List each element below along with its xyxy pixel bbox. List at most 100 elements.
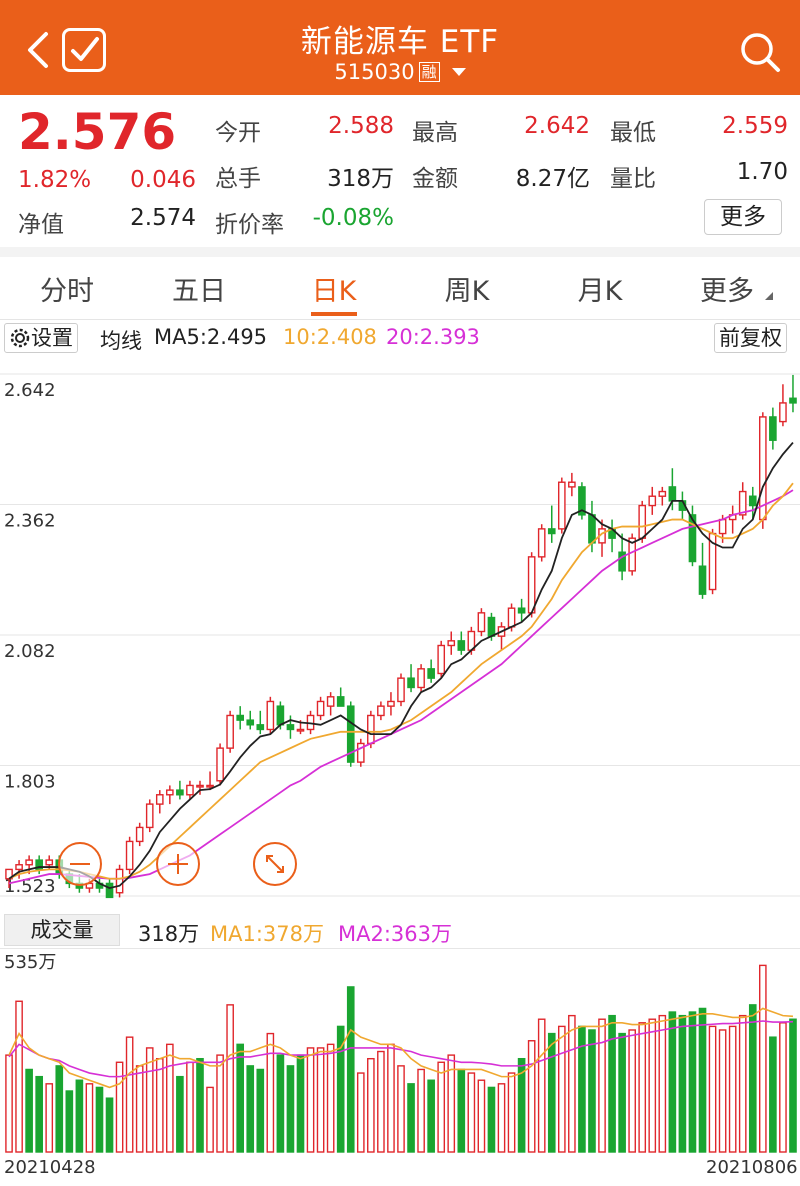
app-header: 新能源车 ETF 515030 融 [0,0,800,95]
settings-button[interactable]: 设置 [4,323,78,353]
volume-bar [638,1022,647,1153]
adjust-button[interactable]: 前复权 [714,323,787,353]
volume-bar [759,964,767,1153]
date-start: 20210428 [4,1157,96,1178]
volume-bar [618,1032,626,1153]
zoom-in-icon[interactable] [156,842,200,886]
volume-bar [356,1072,365,1153]
tab-more[interactable]: 更多 [700,276,754,307]
tab-weekly-k[interactable]: 周K [444,276,490,307]
volume-bar [75,1079,84,1153]
volume-bar [557,1025,566,1153]
volume-bar [306,1047,315,1153]
search-icon[interactable] [738,30,782,74]
volume-bar [789,1018,797,1153]
ma-title: 均线 [100,329,142,353]
open-label: 今开 [215,120,261,146]
candle-body [196,784,204,788]
zoom-out-icon[interactable] [58,842,102,886]
volume-indicator-button[interactable]: 成交量 [4,914,120,946]
volume-bar [196,1057,204,1153]
candle-body [367,714,375,745]
candle-body [437,644,446,675]
candle-body [718,518,727,535]
candle-body [507,607,516,628]
ma5-value: MA5:2.495 [154,325,268,349]
volume-bar [718,1029,727,1153]
volume-bar [568,1014,576,1153]
volume-bar [517,1057,526,1153]
candle-body [296,728,305,732]
candle-body [336,696,345,707]
candle-body [527,556,536,614]
open-value: 2.588 [328,113,394,139]
volume-ma1: MA1:378万 [210,922,325,946]
dropdown-icon[interactable] [451,68,466,76]
volume-bar [527,1040,536,1153]
candle-body [638,504,647,539]
volume-bar [387,1043,395,1153]
security-code-row[interactable]: 515030 融 [0,60,800,84]
tab-intraday[interactable]: 分时 [40,276,94,307]
volume-bar [497,1083,506,1153]
candle-body [155,794,164,805]
candle-body [648,495,657,507]
quote-more-button[interactable]: 更多 [704,199,782,235]
candle-body [517,607,526,614]
change-amount: 0.046 [130,167,196,193]
volume-bar [115,1061,124,1153]
volume-max-label: 535万 [4,952,56,973]
volume-bar [95,1086,104,1153]
ma20-line [8,489,794,885]
volume-bar [628,1029,636,1153]
volume-bar [166,1043,174,1153]
candle-body [176,789,184,796]
candle-body [407,677,415,689]
y-tick-label: 2.082 [4,641,56,662]
volume-bar [658,1014,667,1153]
expand-icon[interactable] [253,842,297,886]
check-icon[interactable] [62,28,106,72]
volume-bar [457,1068,466,1153]
volume-ma1-line [8,1007,794,1089]
volume-bar [668,1011,677,1153]
settings-label: 设置 [31,326,73,350]
volume-bar [5,1054,13,1153]
candle-body [618,551,626,572]
volume-bar [467,1072,476,1153]
volume-chart[interactable]: 535万 [0,948,800,1154]
candle-body [316,700,325,717]
candle-body [246,719,255,726]
quote-panel: 2.576 1.82% 0.046 净值 2.574 今开 2.588 总手 3… [0,95,800,247]
candle-body [35,859,43,871]
volume-bar [216,1054,224,1153]
volume-bar [547,1032,556,1153]
volume-bar [206,1086,214,1153]
high-label: 最高 [412,120,458,146]
security-code: 515030 [334,60,415,84]
ma20-value: 20:2.393 [386,325,480,349]
tab-five-day[interactable]: 五日 [172,276,226,307]
volume-bar [588,1029,596,1153]
volume-bar [55,1065,64,1153]
candle-body [447,640,456,647]
volume-bar [155,1057,164,1153]
volume-bar [377,1050,385,1153]
volume-bar [296,1054,305,1153]
volume-bar [608,1014,616,1153]
volume-ratio-value: 1.70 [736,159,788,185]
volume-ma2-line [8,1020,794,1078]
candle-body [115,868,124,894]
candle-body [206,784,214,788]
candle-body [568,481,576,488]
back-icon[interactable] [24,30,52,70]
candle-body [377,705,385,717]
candle-body [326,696,335,707]
tab-daily-k[interactable]: 日K [311,276,357,307]
candle-body [5,868,13,880]
volume-bar [125,1036,134,1153]
tab-monthly-k[interactable]: 月K [577,276,623,307]
volume-bar [316,1047,325,1153]
volume-label: 总手 [215,166,261,192]
